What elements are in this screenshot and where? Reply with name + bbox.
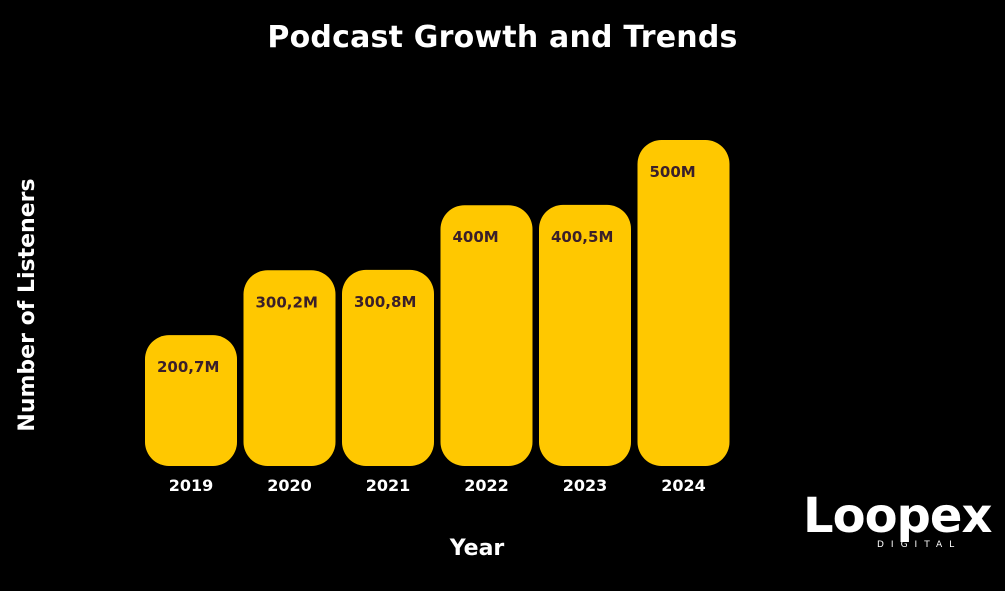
x-tick-label-2021: 2021 bbox=[366, 476, 411, 495]
logo-wordmark: Loopex bbox=[803, 488, 992, 544]
x-tick-label-2019: 2019 bbox=[169, 476, 214, 495]
bar-2020 bbox=[243, 270, 336, 466]
bar-2024 bbox=[637, 140, 730, 466]
bar-2019 bbox=[145, 335, 237, 466]
bar-2021 bbox=[342, 269, 434, 466]
bar-2022 bbox=[440, 205, 533, 466]
x-tick-label-2020: 2020 bbox=[267, 476, 312, 495]
x-axis-label: Year bbox=[449, 536, 505, 561]
value-label-2022: 400M bbox=[453, 228, 499, 246]
value-label-2021: 300,8M bbox=[354, 293, 416, 311]
value-label-2023: 400,5M bbox=[551, 228, 613, 246]
bar-2023 bbox=[539, 204, 631, 466]
x-tick-label-2023: 2023 bbox=[563, 476, 608, 495]
x-tick-label-2024: 2024 bbox=[661, 476, 706, 495]
value-label-2020: 300,2M bbox=[256, 293, 318, 311]
logo-subtitle: DIGITAL bbox=[877, 540, 962, 550]
y-axis-label: Number of Listeners bbox=[15, 178, 40, 432]
value-label-2019: 200,7M bbox=[157, 358, 219, 376]
value-label-2024: 500M bbox=[650, 163, 696, 181]
chart-title: Podcast Growth and Trends bbox=[267, 20, 738, 55]
loopex-logo: Loopex DIGITAL bbox=[803, 490, 992, 560]
x-tick-label-2022: 2022 bbox=[464, 476, 509, 495]
